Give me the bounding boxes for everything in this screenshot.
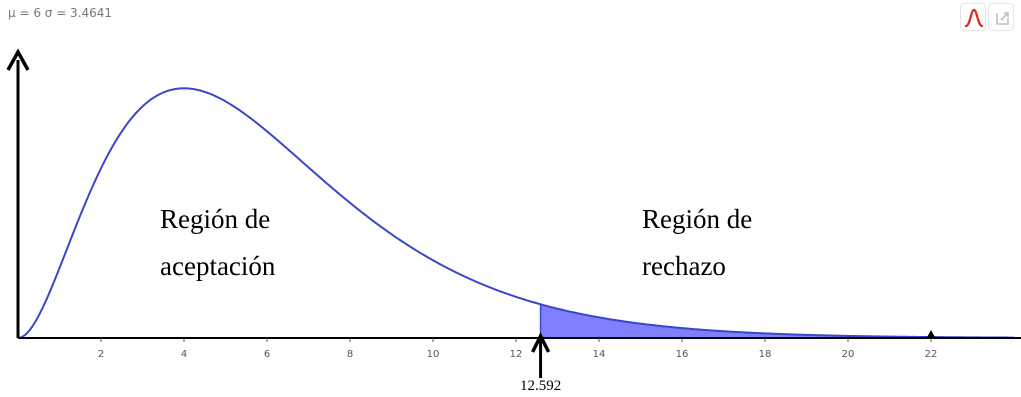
x-tick-label: 16: [676, 349, 689, 360]
x-tick-label: 4: [181, 349, 187, 360]
x-tick-label: 6: [264, 349, 270, 360]
distribution-type-button[interactable]: [960, 3, 986, 31]
x-tick-label: 14: [593, 349, 606, 360]
rejection-region-area: [540, 304, 1014, 338]
normal-curve-icon: [964, 8, 984, 28]
value-marker: [926, 330, 936, 339]
acceptance-region-label-line1: Región de: [160, 204, 270, 234]
y-axis-arrow-head: [6, 48, 30, 71]
export-button[interactable]: [988, 3, 1014, 31]
export-icon: [996, 12, 1009, 25]
acceptance-region-label-line2: aceptación: [160, 251, 276, 281]
critical-arrow-head: [531, 332, 551, 353]
x-tick-label: 10: [427, 349, 440, 360]
x-tick-label: 20: [842, 349, 855, 360]
critical-value-label: 12.592: [520, 378, 561, 394]
distribution-stats: μ = 6 σ = 3.4641: [8, 6, 113, 20]
x-tick-label: 2: [98, 349, 104, 360]
density-curve: [17, 87, 1014, 339]
x-tick-label: 8: [347, 349, 353, 360]
rejection-region-label-line1: Región de: [642, 204, 752, 234]
rejection-region-label-line2: rechazo: [642, 251, 726, 281]
x-tick-label: 12: [510, 349, 523, 360]
x-tick-label: 18: [759, 349, 772, 360]
x-tick-label: 22: [925, 349, 938, 360]
